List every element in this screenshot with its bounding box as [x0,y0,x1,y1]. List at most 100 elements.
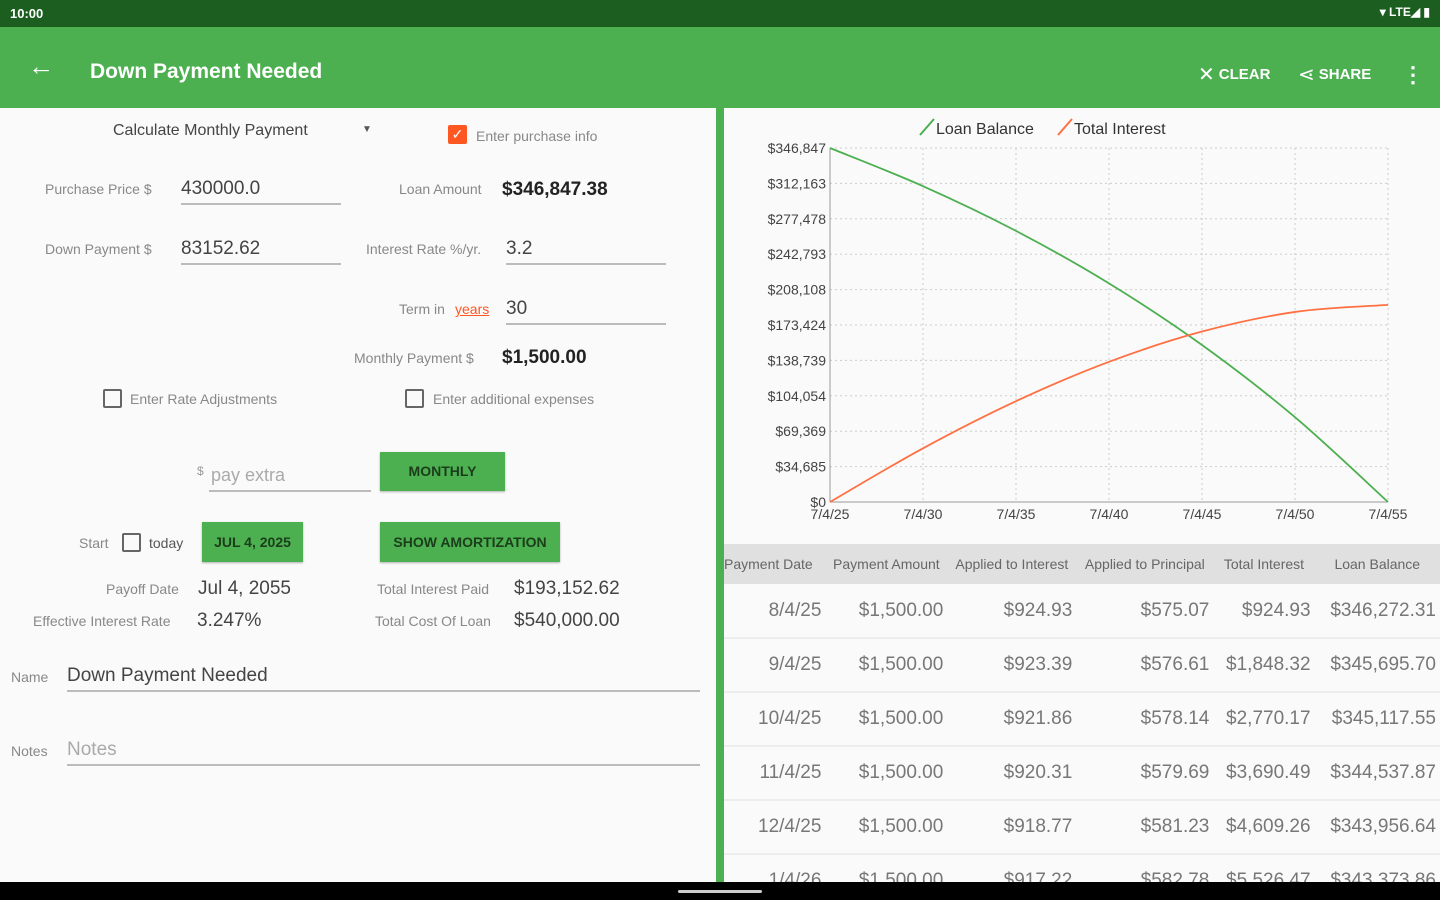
pane-divider[interactable] [716,108,724,882]
additional-expenses-label: Enter additional expenses [433,391,595,407]
y-tick-label: $104,054 [768,388,827,404]
down-payment-input[interactable]: 83152.62 [181,238,261,259]
results-pane: $0 $34,685 $69,369 $104,054 $138,739 $173,424… [724,108,1440,882]
table-cell: $918.77 [947,800,1077,855]
series-line-total-interest [829,303,1389,503]
payoff-date-label: Payoff Date [106,581,179,597]
table-cell: $921.86 [947,692,1077,747]
purchase-price-input[interactable]: 430000.0 [181,178,261,199]
table-cell: $582.78 [1076,854,1214,882]
name-input[interactable]: Down Payment Needed [67,665,268,686]
y-tick-label: $0 [810,494,826,510]
amortization-chart: $0 $34,685 $69,369 $104,054 $138,739 $173,424… [768,118,1408,522]
clear-button[interactable]: ✕ CLEAR [1198,62,1270,87]
table-cell: $923.39 [947,638,1077,693]
back-arrow-icon[interactable]: ← [28,51,54,81]
today-label: today [149,535,184,551]
y-tick-label: $277,478 [768,211,827,227]
notes-underline [67,764,700,766]
purchase-price-underline [181,203,341,205]
table-row[interactable]: 9/4/25 $1,500.00 $923.39 $576.61 $1,848.32 $3… [724,638,1440,693]
rate-adjustments-label: Enter Rate Adjustments [130,391,278,407]
enter-purchase-info-label: Enter purchase info [476,128,598,144]
pay-extra-underline [209,490,371,492]
table-cell: $1,500.00 [825,746,948,801]
y-tick-label: $242,793 [768,246,827,262]
legend-label: Total Interest [1074,121,1166,138]
table-cell: $1,500.00 [825,800,948,855]
table-cell: $343,956.64 [1314,800,1440,855]
x-tick-label: 7/4/25 [811,506,850,522]
home-handle[interactable] [678,890,762,893]
table-cell: $579.69 [1076,746,1214,801]
column-header: Payment Date [724,544,826,584]
share-label: SHARE [1318,66,1372,83]
table-cell: 10/4/25 [724,692,826,747]
legend-swatch [919,118,935,136]
x-tick-label: 7/4/30 [904,506,943,522]
pay-extra-input[interactable]: pay extra [211,465,286,485]
total-cost-label: Total Cost Of Loan [375,613,491,629]
dropdown-arrow-icon[interactable]: ▼ [362,124,372,135]
y-tick-label: $312,163 [768,175,827,191]
table-row[interactable]: 1/4/26 $1,500.00 $917.22 $582.78 $5,526.47 $3… [724,854,1440,882]
loan-amount-label: Loan Amount [399,181,482,197]
table-cell: $344,537.87 [1314,746,1440,801]
table-cell: $920.31 [947,746,1077,801]
share-button[interactable]: ⋖ SHARE [1298,62,1371,87]
table-cell: $581.23 [1076,800,1214,855]
effective-rate-value: 3.247% [197,610,262,631]
term-input[interactable]: 30 [506,298,528,319]
clear-label: CLEAR [1218,66,1271,83]
y-tick-label: $208,108 [768,282,827,298]
interest-rate-input[interactable]: 3.2 [506,238,533,259]
table-row[interactable]: 10/4/25 $1,500.00 $921.86 $578.14 $2,770.17 $… [724,692,1440,747]
rate-adjustments-checkbox[interactable] [103,389,122,408]
status-icons: ▾ LTE◢ ▮ [1379,5,1430,19]
additional-expenses-checkbox[interactable] [405,389,424,408]
enter-purchase-info-checkbox[interactable]: ✓ [448,125,467,144]
start-date-button[interactable]: JUL 4, 2025 [202,522,303,562]
column-header: Total Interest [1213,544,1315,584]
table-cell: $1,500.00 [825,584,948,639]
table-row[interactable]: 12/4/25 $1,500.00 $918.77 $581.23 $4,609.26 $… [724,800,1440,855]
total-interest-label: Total Interest Paid [377,581,490,597]
term-unit-link[interactable]: years [455,301,490,317]
table-header: Payment Date Payment Amount Applied to Int… [724,544,1440,584]
term-underline [506,323,666,325]
total-cost-value: $540,000.00 [514,610,620,631]
notes-input[interactable]: Notes [67,739,117,760]
navigation-bar [0,882,1440,900]
mode-dropdown[interactable]: Calculate Monthly Payment [113,122,308,139]
payoff-date-value: Jul 4, 2055 [198,578,291,599]
column-header: Applied to Principal [1076,544,1214,584]
table-cell: $576.61 [1076,638,1214,693]
interest-rate-label: Interest Rate %/yr. [366,241,482,257]
table-row[interactable]: 8/4/25 $1,500.00 $924.93 $575.07 $924.93 $346… [724,584,1440,639]
x-tick-label: 7/4/35 [997,506,1036,522]
interest-rate-underline [506,263,666,265]
table-cell: 9/4/25 [724,638,826,693]
table-cell: $578.14 [1076,692,1214,747]
status-bar: 10:00 ▾ LTE◢ ▮ [0,0,1440,27]
x-tick-label: 7/4/45 [1183,506,1222,522]
more-options-icon[interactable]: ⋮ [1402,62,1424,87]
table-row[interactable]: 11/4/25 $1,500.00 $920.31 $579.69 $3,690.49 $… [724,746,1440,801]
table-cell: $1,500.00 [825,854,948,882]
table-cell: 1/4/26 [724,854,826,882]
column-header: Payment Amount [825,544,948,584]
calculator-form: Calculate Monthly Payment ▼ ✓ Enter purc… [0,108,716,882]
total-interest-value: $193,152.62 [514,578,620,599]
show-amortization-button[interactable]: SHOW AMORTIZATION [380,522,560,562]
monthly-button[interactable]: MONTHLY [380,452,505,491]
share-icon: ⋖ [1298,64,1315,86]
table-cell: $3,690.49 [1213,746,1315,801]
name-underline [67,690,700,692]
table-cell: 11/4/25 [724,746,826,801]
column-header: Applied to Interest [947,544,1077,584]
legend-swatch [1057,118,1073,136]
table-cell: $1,500.00 [825,638,948,693]
table-cell: $1,500.00 [825,692,948,747]
today-checkbox[interactable] [122,533,141,552]
table-cell: $4,609.26 [1213,800,1315,855]
